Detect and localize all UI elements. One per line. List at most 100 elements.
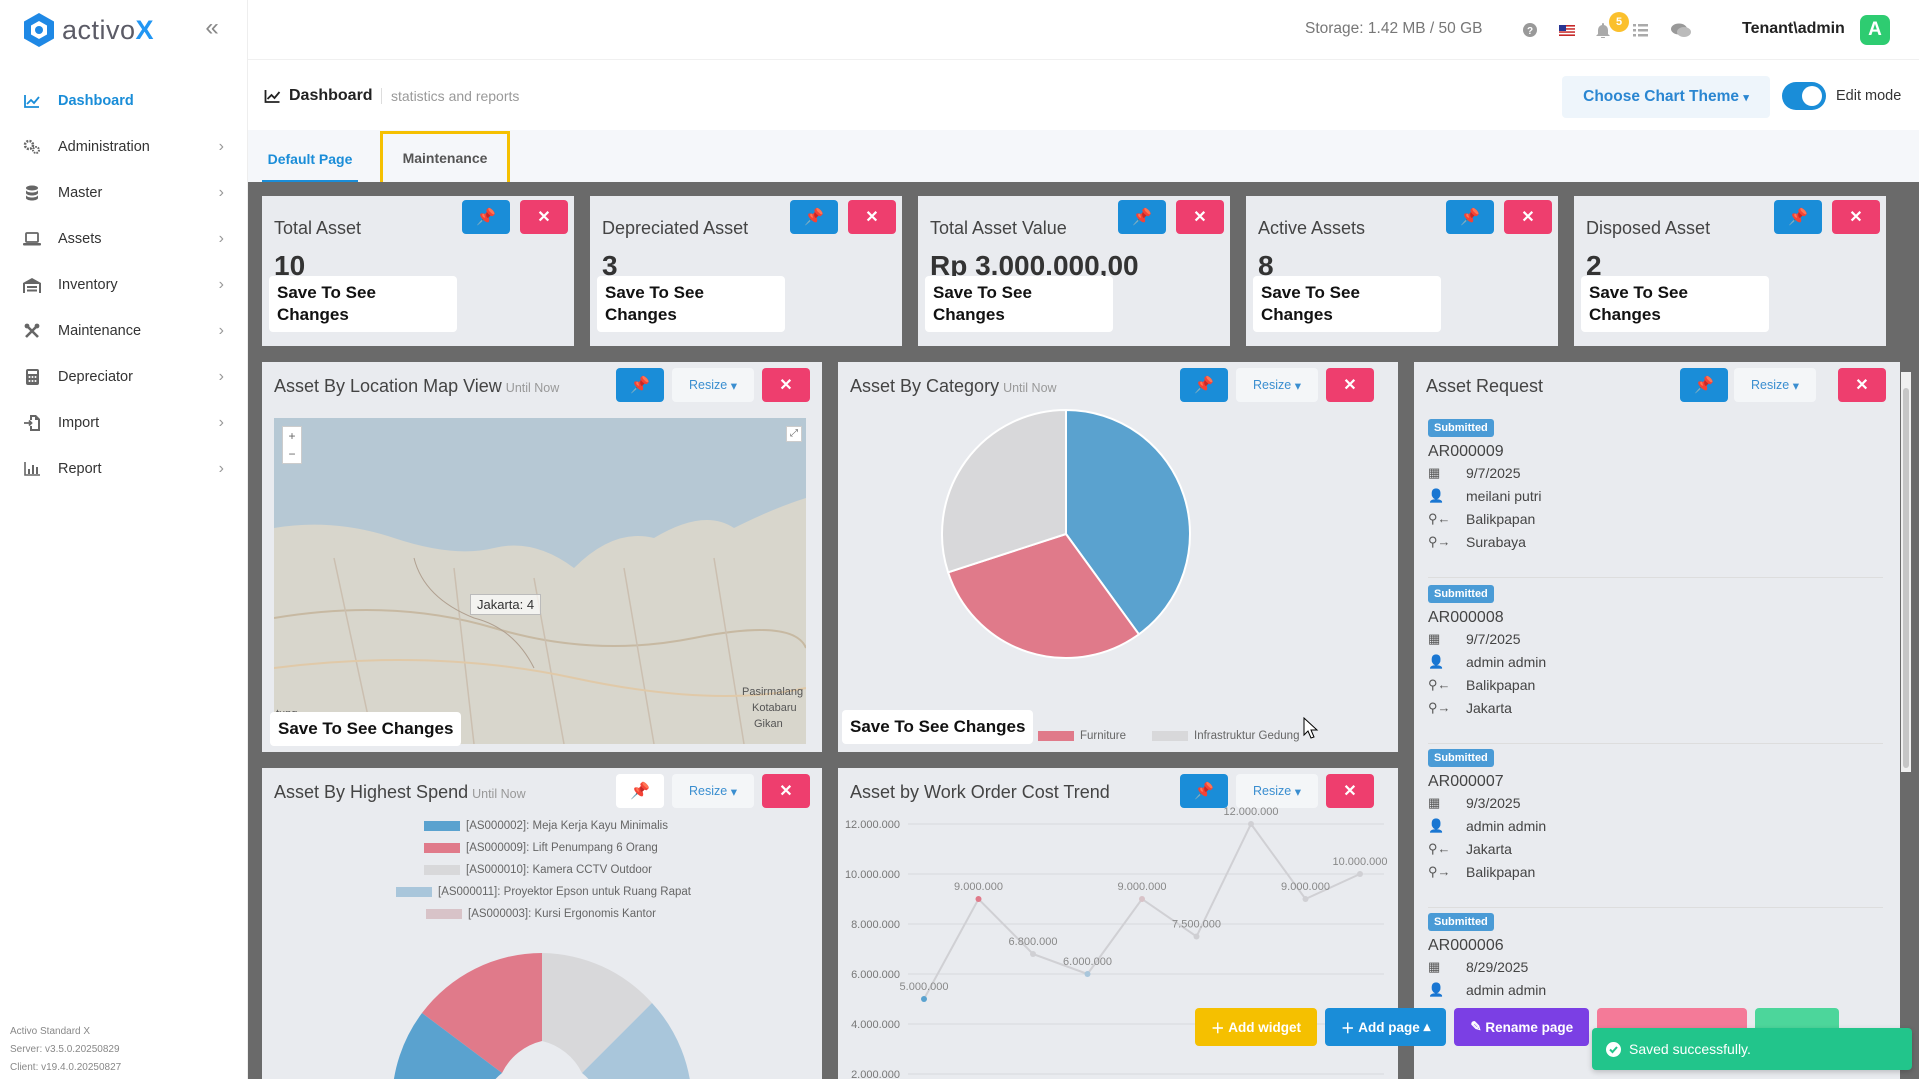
sidebar-item-inventory[interactable]: Inventory › <box>0 262 248 308</box>
sidebar-item-assets[interactable]: Assets › <box>0 216 248 262</box>
choose-chart-theme-dropdown[interactable]: Choose Chart Theme ▾ <box>1562 76 1770 118</box>
edit-mode-toggle[interactable] <box>1782 82 1826 110</box>
highest-spend-donut-chart[interactable] <box>382 943 702 1079</box>
pin-button[interactable]: 📌 <box>616 774 664 808</box>
stat-card-total-asset-value[interactable]: Total Asset Value 📌 ✕ Rp 3.000.000,00 Sa… <box>918 196 1230 346</box>
us-flag-icon[interactable] <box>1556 19 1578 41</box>
sidebar-item-maintenance[interactable]: Maintenance › <box>0 308 248 354</box>
data-point[interactable] <box>1084 971 1091 977</box>
chat-icon[interactable] <box>1670 19 1692 41</box>
remove-widget-button[interactable]: ✕ <box>1504 200 1552 234</box>
pin-button[interactable]: 📌 <box>1180 774 1228 808</box>
tab-default-page[interactable]: Default Page <box>262 136 358 182</box>
pie-slice[interactable] <box>1065 408 1191 636</box>
widget-asset-request[interactable]: Asset Request 📌 Resize ▾ ✕ Submitted AR0… <box>1414 362 1900 1079</box>
map-zoom-controls[interactable]: + − <box>282 426 302 464</box>
toast-saved-successfully[interactable]: Saved successfully. <box>1592 1028 1912 1070</box>
pie-slice[interactable] <box>946 532 1141 659</box>
pin-button[interactable]: 📌 <box>1680 368 1728 402</box>
list-item[interactable]: Submitted AR000009 ▦ 9/7/2025 👤 meilani pu… <box>1428 418 1883 578</box>
category-pie-chart[interactable] <box>838 362 1398 752</box>
request-id[interactable]: AR000006 <box>1428 937 1504 954</box>
widget-asset-by-highest-spend[interactable]: Asset By Highest Spend Until Now 📌 Resize… <box>262 768 822 1079</box>
legend-item[interactable]: [AS000009]: Lift Penumpang 6 Orang <box>424 842 658 854</box>
map-marker-label[interactable]: Jakarta: 4 <box>470 594 542 615</box>
legend-item[interactable]: [AS000002]: Meja Kerja Kayu Minimalis <box>424 820 668 832</box>
remove-widget-button[interactable]: ✕ <box>762 368 810 402</box>
pie-slice[interactable] <box>941 408 1067 574</box>
sidebar-item-dashboard[interactable]: Dashboard <box>0 78 248 124</box>
widget-asset-by-category[interactable]: Asset By Category Until Now 📌 Resize ▾ ✕ … <box>838 362 1398 752</box>
legend-item[interactable]: [AS000003]: Kursi Ergonomis Kantor <box>426 908 656 920</box>
remove-widget-button[interactable]: ✕ <box>1832 200 1880 234</box>
pin-button[interactable]: 📌 <box>790 200 838 234</box>
data-point[interactable] <box>975 896 982 902</box>
request-id[interactable]: AR000007 <box>1428 773 1504 790</box>
resize-dropdown[interactable]: Resize ▾ <box>1236 368 1318 402</box>
help-icon[interactable]: ? <box>1519 19 1541 41</box>
stat-card-active-assets[interactable]: Active Assets 📌 ✕ 8 Save To See Changes <box>1246 196 1558 346</box>
task-list-icon[interactable] <box>1629 19 1651 41</box>
pin-button[interactable]: 📌 <box>1118 200 1166 234</box>
fullscreen-icon[interactable]: ⤢ <box>786 426 802 442</box>
sidebar-item-administration[interactable]: Administration › <box>0 124 248 170</box>
request-id[interactable]: AR000009 <box>1428 443 1504 460</box>
remove-widget-button[interactable]: ✕ <box>1838 368 1886 402</box>
remove-widget-button[interactable]: ✕ <box>848 200 896 234</box>
grid-scrollbar[interactable] <box>1901 372 1911 772</box>
tab-maintenance[interactable]: Maintenance <box>380 131 510 185</box>
remove-widget-button[interactable]: ✕ <box>1176 200 1224 234</box>
list-item[interactable]: Submitted AR000008 ▦ 9/7/2025 👤 admin admi… <box>1428 584 1883 744</box>
data-point[interactable] <box>1139 896 1145 902</box>
pin-button[interactable]: 📌 <box>1180 368 1228 402</box>
pin-button[interactable]: 📌 <box>616 368 664 402</box>
donut-slice[interactable] <box>422 953 542 1073</box>
current-user[interactable]: Tenant\admin <box>1742 20 1845 37</box>
stat-card-disposed-asset[interactable]: Disposed Asset 📌 ✕ 2 Save To See Changes <box>1574 196 1886 346</box>
legend-item[interactable]: [AS000010]: Kamera CCTV Outdoor <box>424 864 652 876</box>
legend-item[interactable]: Furniture <box>1038 730 1126 742</box>
legend-item[interactable]: [AS000011]: Proyektor Epson untuk Ruang … <box>396 886 691 898</box>
data-point[interactable] <box>1302 896 1309 902</box>
data-point[interactable] <box>1248 821 1254 827</box>
collapse-sidebar-icon[interactable]: « <box>205 14 219 41</box>
legend-item[interactable]: Infrastruktur Gedung <box>1152 730 1299 742</box>
remove-widget-button[interactable]: ✕ <box>520 200 568 234</box>
remove-widget-button[interactable]: ✕ <box>762 774 810 808</box>
resize-dropdown[interactable]: Resize ▾ <box>1734 368 1816 402</box>
data-point[interactable] <box>1030 951 1036 957</box>
sidebar-item-report[interactable]: Report › <box>0 446 248 492</box>
resize-dropdown[interactable]: Resize ▾ <box>672 774 754 808</box>
resize-dropdown[interactable]: Resize ▾ <box>672 368 754 402</box>
donut-slice[interactable] <box>542 953 652 1073</box>
resize-dropdown[interactable]: Resize ▾ <box>1236 774 1318 808</box>
stat-card-depreciated-asset[interactable]: Depreciated Asset 📌 ✕ 3 Save To See Chan… <box>590 196 902 346</box>
list-item[interactable]: Submitted AR000007 ▦ 9/3/2025 👤 admin admi… <box>1428 748 1883 908</box>
add-widget-button[interactable]: ＋ Add widget <box>1195 1008 1318 1046</box>
data-point[interactable] <box>1357 871 1363 877</box>
pin-button[interactable]: 📌 <box>1774 200 1822 234</box>
pin-button[interactable]: 📌 <box>1446 200 1494 234</box>
remove-widget-button[interactable]: ✕ <box>1326 774 1374 808</box>
request-id[interactable]: AR000008 <box>1428 609 1504 626</box>
sidebar-item-master[interactable]: Master › <box>0 170 248 216</box>
list-item[interactable]: Submitted AR000006 ▦ 8/29/2025 👤 admin adm… <box>1428 912 1883 1032</box>
bell-icon[interactable] <box>1592 19 1614 41</box>
stat-card-total-asset[interactable]: Total Asset 📌 ✕ 10 Save To See Changes <box>262 196 574 346</box>
cost-trend-line-chart[interactable]: 12.000.000 10.000.000 8.000.000 6.000.000 4.… <box>838 768 1398 1079</box>
sidebar-item-import[interactable]: Import › <box>0 400 248 446</box>
zoom-in-icon[interactable]: + <box>288 429 296 443</box>
widget-asset-by-location-map[interactable]: Asset By Location Map View Until Now 📌 Re… <box>262 362 822 752</box>
avatar[interactable]: A <box>1860 15 1890 45</box>
add-page-button[interactable]: ＋ Add page ▴ <box>1325 1008 1447 1046</box>
sidebar-item-depreciator[interactable]: Depreciator › <box>0 354 248 400</box>
rename-page-button[interactable]: ✎ Rename page <box>1454 1008 1590 1046</box>
remove-widget-button[interactable]: ✕ <box>1326 368 1374 402</box>
donut-slice[interactable] <box>582 1003 692 1079</box>
data-point[interactable] <box>1193 933 1200 940</box>
pin-button[interactable]: 📌 <box>462 200 510 234</box>
data-point[interactable] <box>921 996 927 1002</box>
logo[interactable]: activoX <box>22 12 154 48</box>
trend-line[interactable] <box>923 822 1361 1000</box>
donut-slice[interactable] <box>392 1013 502 1079</box>
